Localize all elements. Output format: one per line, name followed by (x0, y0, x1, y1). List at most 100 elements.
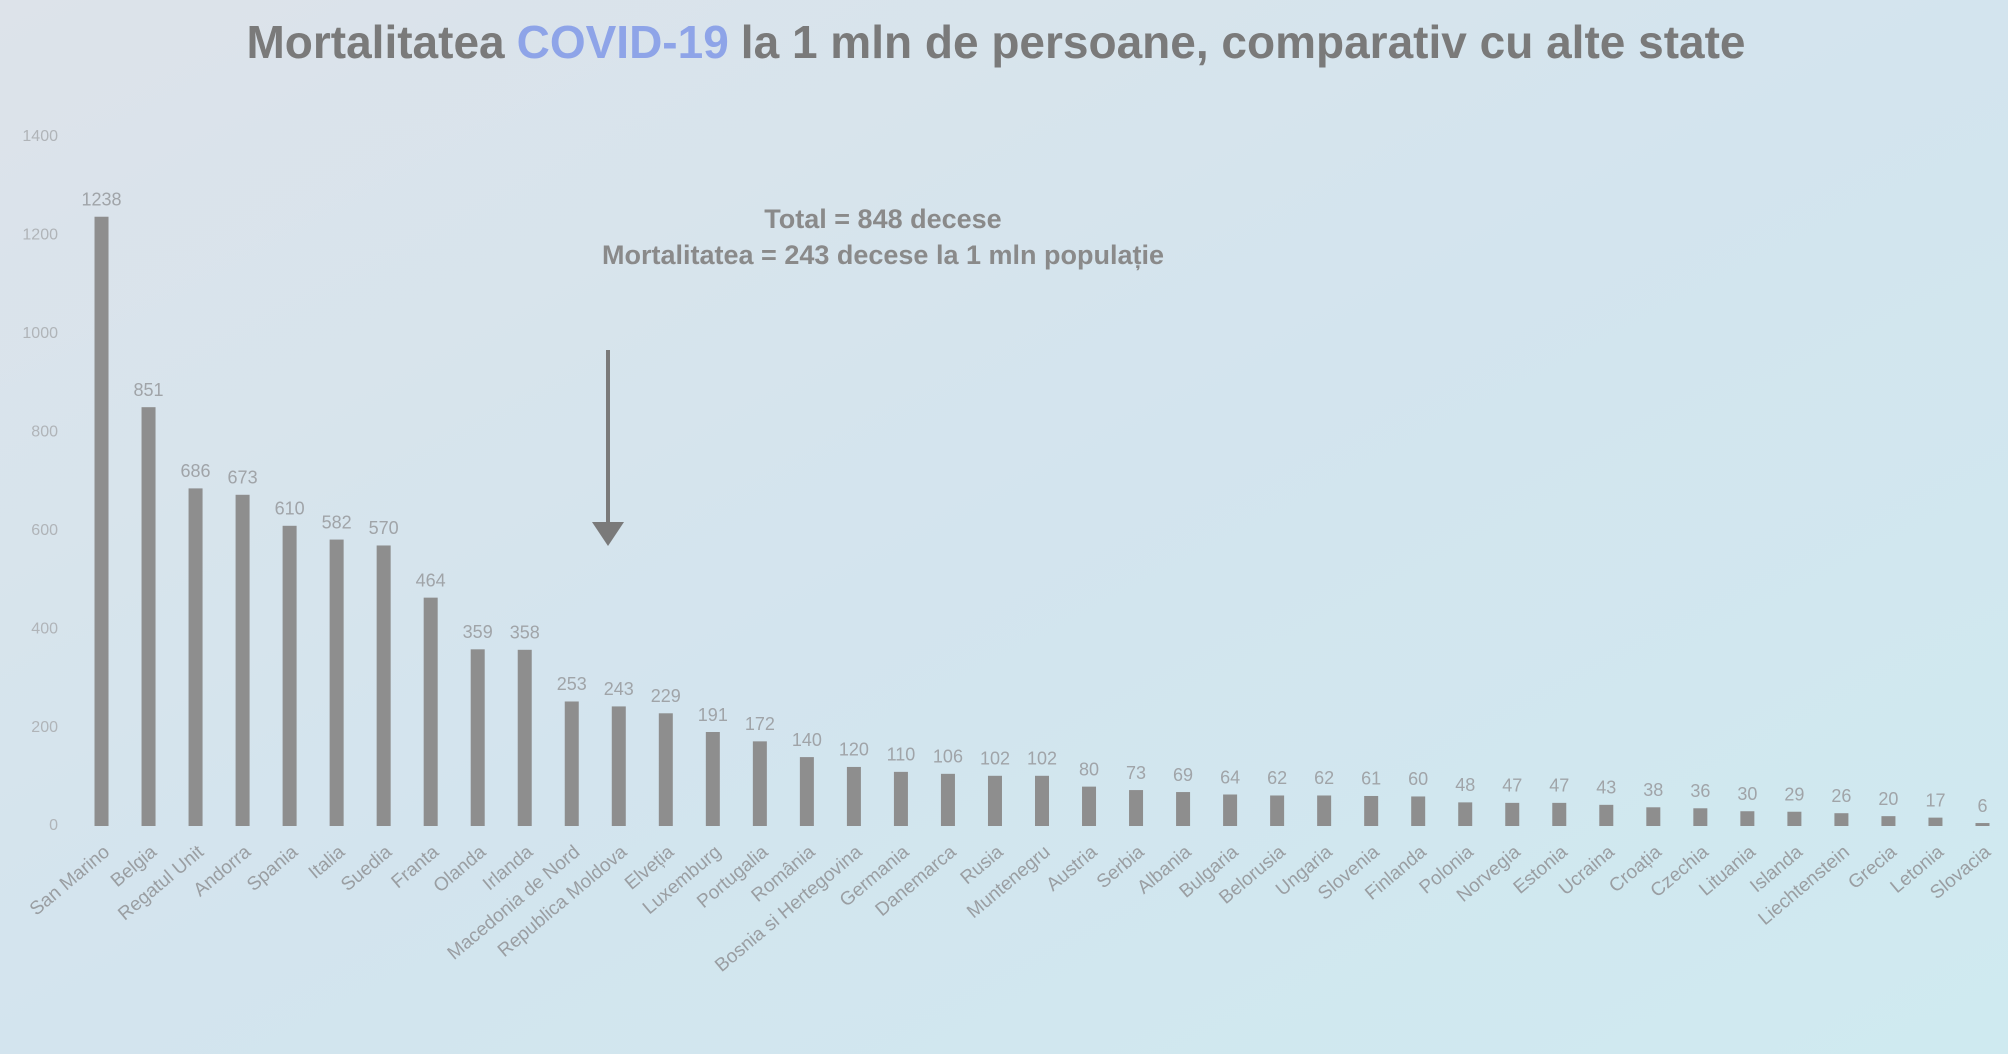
bar (1928, 817, 1943, 826)
bar (235, 494, 250, 826)
value-label: 62 (1314, 768, 1334, 788)
value-label: 20 (1878, 789, 1898, 809)
bar (94, 216, 109, 826)
bar (611, 706, 626, 826)
value-label: 851 (134, 380, 164, 400)
bar (1646, 807, 1661, 826)
value-label: 6 (1977, 796, 1987, 816)
bar (1458, 802, 1473, 826)
bar (282, 525, 297, 826)
bar (1693, 808, 1708, 826)
bar (1270, 795, 1285, 826)
bar (1364, 795, 1379, 826)
y-tick-label: 400 (31, 620, 58, 637)
bar (188, 488, 203, 826)
title-part: Mortalitatea (246, 16, 505, 68)
bar (517, 649, 532, 826)
bar (987, 775, 1002, 826)
value-label: 686 (181, 461, 211, 481)
bar (1787, 811, 1802, 826)
bar (376, 545, 391, 826)
bar (141, 407, 156, 826)
value-label: 140 (792, 730, 822, 750)
value-label: 73 (1126, 763, 1146, 783)
value-label: 48 (1455, 775, 1475, 795)
value-label: 229 (651, 686, 681, 706)
value-label: 102 (980, 749, 1010, 769)
y-tick-label: 200 (31, 719, 58, 736)
bar (470, 649, 485, 826)
value-label: 38 (1643, 780, 1663, 800)
y-tick-label: 1400 (22, 128, 58, 145)
value-label: 359 (463, 622, 493, 642)
value-label: 60 (1408, 769, 1428, 789)
bar (799, 757, 814, 826)
bar (329, 539, 344, 826)
bar (1505, 802, 1520, 826)
value-label: 191 (698, 705, 728, 725)
bar (1411, 796, 1426, 826)
value-label: 64 (1220, 767, 1240, 787)
value-label: 47 (1502, 776, 1522, 796)
title-part: la 1 mln de persoane, comparativ cu alte… (741, 16, 1746, 68)
bar (940, 773, 955, 826)
bar (1740, 811, 1755, 826)
value-label: 69 (1173, 765, 1193, 785)
bar (1834, 813, 1849, 826)
bar (1176, 792, 1191, 826)
bar (1881, 816, 1896, 826)
y-tick-label: 0 (49, 817, 58, 834)
bar (893, 771, 908, 826)
bar (1552, 802, 1567, 826)
annotation: Mortalitatea = 243 decese la 1 mln popul… (602, 240, 1164, 270)
y-tick-label: 600 (31, 522, 58, 539)
bar (846, 766, 861, 826)
bar (564, 701, 579, 826)
y-tick-label: 800 (31, 424, 58, 441)
value-label: 36 (1690, 781, 1710, 801)
value-label: 106 (933, 747, 963, 767)
value-label: 582 (322, 512, 352, 532)
bar (1082, 786, 1097, 826)
bar (658, 713, 673, 826)
value-label: 253 (557, 674, 587, 694)
bar (1317, 795, 1332, 826)
value-label: 570 (369, 518, 399, 538)
annotation: Total = 848 decese (764, 204, 1001, 234)
value-label: 610 (275, 499, 305, 519)
value-label: 110 (887, 745, 916, 765)
chart-title: Mortalitatea COVID-19 la 1 mln de persoane… (246, 16, 1745, 68)
value-label: 61 (1361, 769, 1381, 789)
value-label: 243 (604, 679, 634, 699)
y-tick-label: 1000 (22, 325, 58, 342)
bar (1035, 775, 1049, 826)
value-label: 17 (1925, 790, 1945, 810)
value-label: 120 (839, 740, 869, 760)
bar (1129, 790, 1144, 826)
bar (1599, 804, 1614, 826)
value-label: 29 (1784, 784, 1804, 804)
value-label: 172 (745, 714, 775, 734)
value-label: 673 (228, 468, 258, 488)
bar (1975, 823, 1990, 826)
value-label: 62 (1267, 768, 1287, 788)
value-label: 80 (1079, 759, 1099, 779)
title-highlight: COVID-19 (517, 16, 729, 68)
bar (705, 732, 720, 826)
arrow-head (592, 522, 624, 546)
value-label: 1238 (81, 189, 121, 209)
bar (1223, 794, 1238, 826)
value-label: 43 (1596, 778, 1616, 798)
bar (752, 741, 767, 826)
value-label: 26 (1831, 786, 1851, 806)
bar (423, 597, 438, 826)
value-label: 102 (1027, 749, 1057, 769)
value-label: 358 (510, 623, 540, 643)
y-tick-label: 1200 (22, 227, 58, 244)
value-label: 47 (1549, 776, 1569, 796)
value-label: 464 (416, 570, 446, 590)
value-label: 30 (1737, 784, 1757, 804)
